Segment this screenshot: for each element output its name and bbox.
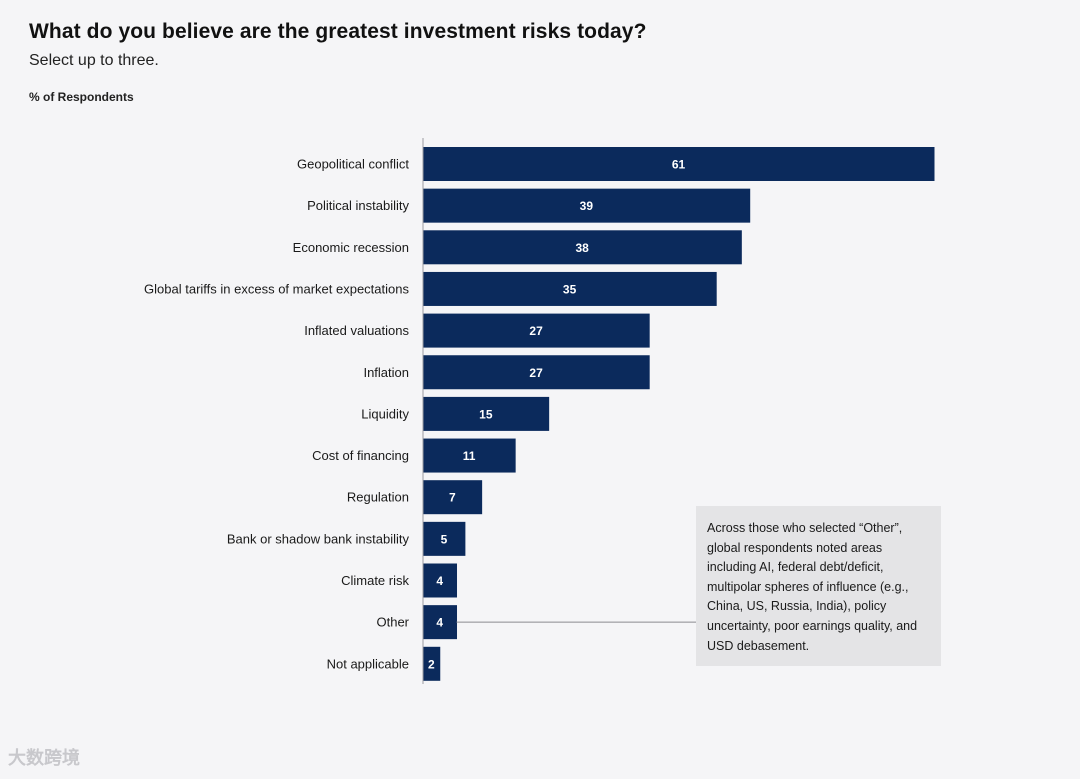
bar [423,438,516,473]
bar [423,147,935,181]
bar [423,188,751,223]
data-label: 4 [436,616,443,630]
category-label: Inflated valuations [304,323,409,338]
bar [423,480,483,515]
data-label: 35 [563,282,577,296]
bar [423,396,550,431]
data-label: 27 [529,366,543,380]
other-annotation-box: Across those who selected “Other”, globa… [696,506,941,666]
bar [423,563,458,598]
data-label: 4 [436,574,443,588]
category-label: Global tariffs in excess of market expec… [144,281,409,296]
category-label: Not applicable [327,656,409,671]
data-label: 2 [428,657,435,671]
data-label: 7 [449,491,456,505]
category-label: Regulation [347,490,409,505]
bar [423,355,650,390]
chart-subtitle: Select up to three. [29,52,159,69]
category-label: Economic recession [293,240,409,255]
bar [423,230,742,265]
data-label: 61 [672,158,686,172]
unit-label: % of Respondents [29,90,134,104]
data-label: 5 [441,532,448,546]
data-label: 39 [580,199,594,213]
watermark: 大数跨境 [8,748,80,769]
category-label: Cost of financing [312,448,409,463]
data-label: 15 [479,407,493,421]
category-label: Political instability [307,198,409,213]
category-label: Liquidity [361,406,409,421]
bar [423,605,458,640]
data-label: 27 [529,324,543,338]
category-label: Geopolitical conflict [297,157,409,172]
category-label: Bank or shadow bank instability [227,531,410,546]
category-label: Inflation [363,365,409,380]
bar [423,521,466,556]
data-label: 11 [463,449,476,463]
bar [423,271,717,306]
data-label: 38 [575,241,589,255]
category-label: Climate risk [341,573,409,588]
category-label: Other [376,615,409,630]
bar [423,313,650,348]
chart-title: What do you believe are the greatest inv… [29,20,647,43]
bar [423,646,441,681]
